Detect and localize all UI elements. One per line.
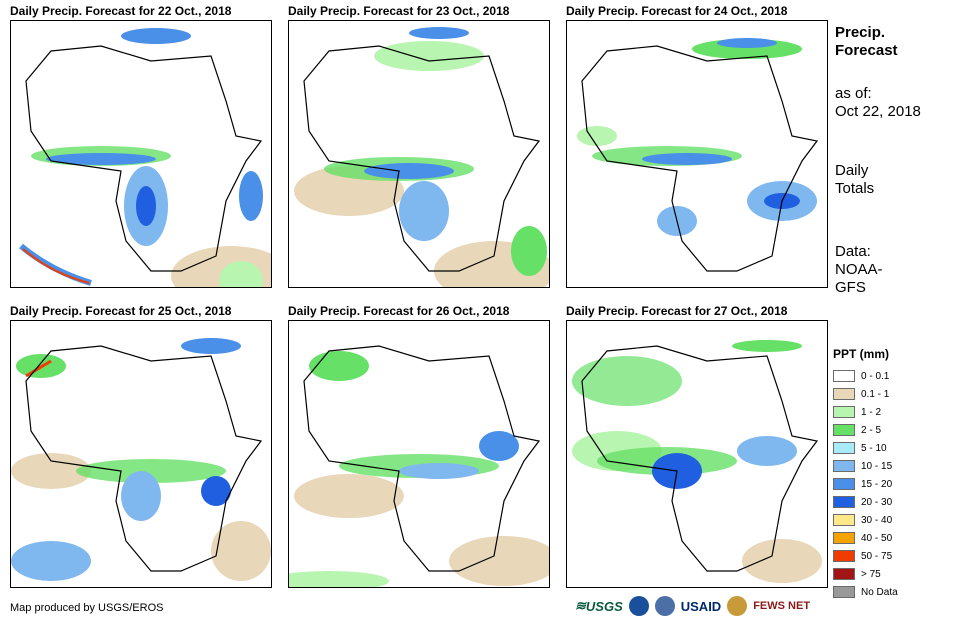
- as-of-label: as of:: [835, 85, 872, 102]
- nasa-seal-icon: [654, 596, 675, 616]
- legend-label: 40 - 50: [861, 532, 893, 544]
- africa-map: [577, 38, 819, 272]
- panel-title: Daily Precip. Forecast for 25 Oct., 2018: [10, 304, 232, 318]
- precip-map: [288, 320, 550, 588]
- legend-swatch: [833, 532, 855, 544]
- credit-text: Map produced by USGS/EROS: [10, 602, 164, 614]
- data-source-line: GFS: [835, 279, 866, 296]
- panel-title: Daily Precip. Forecast for 27 Oct., 2018: [566, 304, 788, 318]
- panel-title: Daily Precip. Forecast for 22 Oct., 2018: [10, 4, 232, 18]
- legend-swatch: [833, 370, 855, 382]
- africa-map: [294, 27, 549, 287]
- legend-swatch: [833, 388, 855, 400]
- legend-item: 2 - 5: [833, 421, 913, 439]
- legend-swatch: [833, 568, 855, 580]
- legend-swatch: [833, 496, 855, 508]
- legend-label: 0 - 0.1: [861, 370, 890, 382]
- totals-label: Daily Totals: [835, 162, 874, 198]
- logo-strip: ≋ USGS USAID FEWS NET: [575, 596, 810, 616]
- legend-item: 5 - 10: [833, 439, 913, 457]
- legend-label: 10 - 15: [861, 460, 893, 472]
- legend-swatch: [833, 514, 855, 526]
- legend-item: 15 - 20: [833, 475, 913, 493]
- noaa-seal-icon: [628, 596, 649, 616]
- data-source: Data: NOAA- GFS: [835, 243, 883, 297]
- legend-label: 30 - 40: [861, 514, 893, 526]
- precip-map: [288, 20, 550, 288]
- forecast-panel: Daily Precip. Forecast for 24 Oct., 2018: [566, 4, 828, 289]
- forecast-panel: Daily Precip. Forecast for 26 Oct., 2018: [288, 304, 550, 589]
- legend-swatch: [833, 550, 855, 562]
- legend-title: PPT (mm): [833, 347, 890, 361]
- totals-line: Daily: [835, 162, 869, 179]
- legend-label: 1 - 2: [861, 406, 882, 418]
- legend-item: 30 - 40: [833, 511, 913, 529]
- legend-swatch: [833, 424, 855, 436]
- continent-outline: [25, 345, 263, 572]
- continent-outline: [25, 45, 263, 272]
- legend-label: 20 - 30: [861, 496, 893, 508]
- continent-outline: [303, 345, 541, 572]
- panel-title: Daily Precip. Forecast for 24 Oct., 2018: [566, 4, 788, 18]
- africa-map: [19, 28, 271, 287]
- legend-swatch: [833, 586, 855, 598]
- legend-label: 0.1 - 1: [861, 388, 890, 400]
- africa-map: [289, 345, 549, 587]
- legend-item: 0 - 0.1: [833, 367, 913, 385]
- legend-swatch: [833, 406, 855, 418]
- legend-item: No Data: [833, 583, 913, 601]
- legend-swatch: [833, 442, 855, 454]
- legend-label: 15 - 20: [861, 478, 893, 490]
- fews-net-logo: FEWS NET: [753, 600, 811, 612]
- sidebar-title-line: Forecast: [835, 42, 898, 59]
- legend-label: > 75: [861, 568, 881, 580]
- sidebar-title-line: Precip.: [835, 24, 886, 41]
- totals-line: Totals: [835, 180, 875, 197]
- legend-item: 0.1 - 1: [833, 385, 913, 403]
- africa-map: [11, 338, 271, 581]
- precip-map: [10, 20, 272, 288]
- precip-map: [566, 320, 828, 588]
- precip-map: [566, 20, 828, 288]
- continent-outline: [581, 345, 819, 572]
- forecast-panel: Daily Precip. Forecast for 27 Oct., 2018: [566, 304, 828, 589]
- precip-map: [10, 320, 272, 588]
- legend-swatch: [833, 478, 855, 490]
- forecast-panel: Daily Precip. Forecast for 22 Oct., 2018: [10, 4, 272, 289]
- legend-item: 50 - 75: [833, 547, 913, 565]
- sidebar-title: Precip. Forecast: [835, 24, 898, 60]
- forecast-panel: Daily Precip. Forecast for 23 Oct., 2018: [288, 4, 550, 289]
- africa-map: [572, 340, 822, 583]
- legend-label: 50 - 75: [861, 550, 893, 562]
- legend-item: 20 - 30: [833, 493, 913, 511]
- legend-label: 5 - 10: [861, 442, 887, 454]
- legend-item: 40 - 50: [833, 529, 913, 547]
- legend-item: > 75: [833, 565, 913, 583]
- panel-title: Daily Precip. Forecast for 23 Oct., 2018: [288, 4, 510, 18]
- legend-item: 1 - 2: [833, 403, 913, 421]
- legend-swatch: [833, 460, 855, 472]
- forecast-panel: Daily Precip. Forecast for 25 Oct., 2018: [10, 304, 272, 589]
- continent-outline: [581, 45, 819, 272]
- legend: PPT (mm) 0 - 0.1 0.1 - 1 1 - 2 2 - 5 5 - 10 1…: [833, 347, 913, 601]
- continent-outline: [303, 45, 541, 272]
- legend-label: No Data: [861, 586, 898, 598]
- panel-title: Daily Precip. Forecast for 26 Oct., 2018: [288, 304, 510, 318]
- legend-label: 2 - 5: [861, 424, 882, 436]
- data-source-line: Data:: [835, 243, 871, 260]
- as-of-value: Oct 22, 2018: [835, 103, 921, 120]
- legend-item: 10 - 15: [833, 457, 913, 475]
- fews-seal-icon: [727, 596, 748, 616]
- data-source-line: NOAA-: [835, 261, 883, 278]
- as-of-date: as of: Oct 22, 2018: [835, 85, 921, 121]
- usgs-logo: ≋ USGS: [575, 598, 623, 614]
- usaid-logo: USAID: [680, 598, 722, 614]
- usgs-logo-text: USGS: [585, 598, 623, 614]
